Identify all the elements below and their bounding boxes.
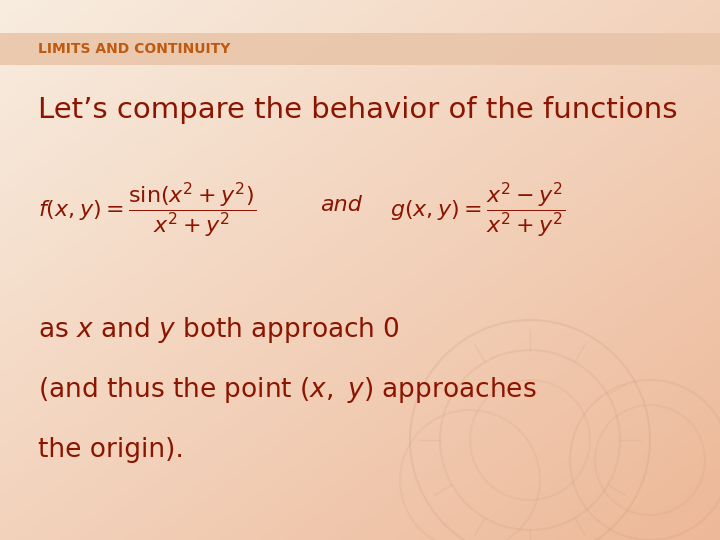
Text: (and thus the point $(x,\ y)$ approaches: (and thus the point $(x,\ y)$ approaches [38, 375, 536, 405]
Text: LIMITS AND CONTINUITY: LIMITS AND CONTINUITY [38, 42, 230, 56]
Text: $g(x, y) = \dfrac{x^2 - y^2}{x^2 + y^2}$: $g(x, y) = \dfrac{x^2 - y^2}{x^2 + y^2}$ [390, 180, 565, 240]
Text: the origin).: the origin). [38, 437, 184, 463]
Text: and: and [320, 195, 362, 215]
Bar [0, 33, 720, 65]
Text: as $x$ and $y$ both approach 0: as $x$ and $y$ both approach 0 [38, 315, 400, 345]
Text: $f(x, y) = \dfrac{\sin(x^2 + y^2)}{x^2 + y^2}$: $f(x, y) = \dfrac{\sin(x^2 + y^2)}{x^2 +… [38, 180, 256, 240]
Text: Let’s compare the behavior of the functions: Let’s compare the behavior of the functi… [38, 96, 678, 124]
